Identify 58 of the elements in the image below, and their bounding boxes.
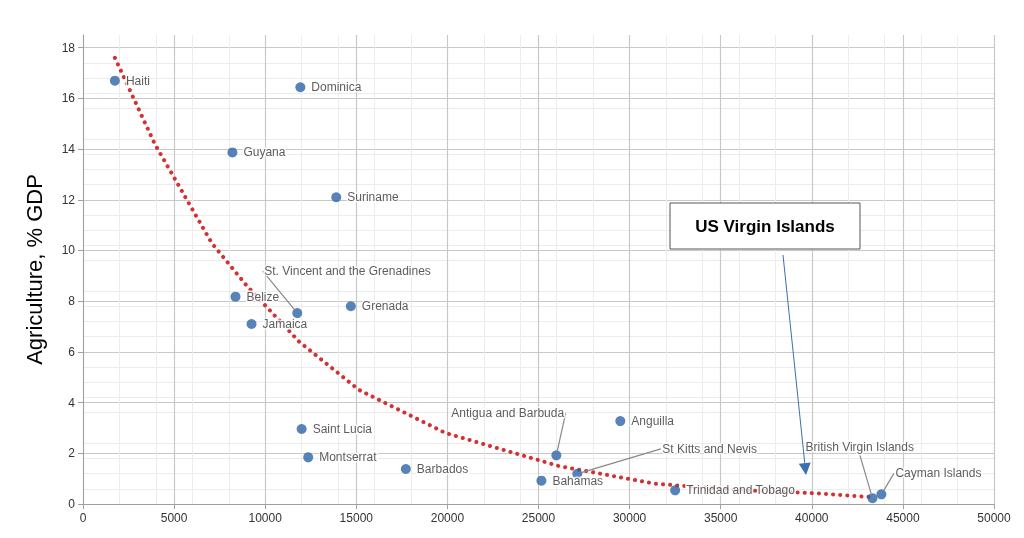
x-tick-label: 10000 [248,511,283,525]
y-tick-label: 18 [61,40,76,55]
point [230,291,241,302]
y-tick-label: 8 [68,294,76,309]
x-tick-label: 5000 [160,511,188,525]
data-label: Suriname [347,190,399,205]
data-label: Bahamas [552,473,604,488]
y-tick-label: 14 [61,142,76,157]
point [536,475,547,486]
data-label: Saint Lucia [312,421,373,436]
data-label: Jamaica [262,317,308,332]
point [876,489,887,500]
data-label: Belize [246,289,280,304]
point [292,308,303,319]
point [331,192,342,203]
data-label: St Kitts and Nevis [662,441,758,456]
point [400,464,411,475]
data-label: Haiti [125,73,150,88]
point [227,147,238,158]
x-tick-label: 25000 [521,511,556,525]
annotation: US Virgin Islands [695,216,835,236]
y-axis-title: Agriculture, % GDP [21,174,47,365]
data-label: Dominica [311,80,362,95]
y-tick-label: 10 [61,243,76,258]
point [109,75,120,86]
x-tick-label: 40000 [795,511,829,525]
data-label: Grenada [361,299,409,314]
x-tick-label: 30000 [612,511,647,525]
point [303,452,314,463]
y-tick-label: 12 [61,192,76,207]
point [867,493,878,504]
point [295,82,306,93]
point [296,423,307,434]
y-tick-label: 16 [61,91,76,106]
data-label: Barbados [416,462,469,477]
y-tick-label: 2 [68,446,76,461]
data-label: Anguilla [631,414,675,429]
point [345,301,356,312]
data-label: St. Vincent and the Grenadines [264,264,431,279]
data-label: Montserrat [319,450,378,465]
data-label: Cayman Islands [895,466,982,481]
x-tick-label: 45000 [886,511,920,525]
point [670,485,681,496]
x-tick-label: 15000 [339,511,374,525]
data-label: British Virgin Islands [805,440,914,455]
data-label: Guyana [243,145,286,160]
point [551,450,562,461]
y-tick-label: 6 [68,344,76,359]
y-tick-label: 0 [68,497,76,511]
data-label: Trinidad and Tobago [686,483,796,498]
data-label: Antigua and Barbuda [451,406,565,421]
x-tick-label: 20000 [430,511,465,525]
point [615,416,626,427]
x-tick-label: 35000 [704,511,738,525]
y-tick-label: 4 [68,395,76,410]
point [246,319,257,329]
x-tick-label: 0 [79,511,87,525]
x-tick-label: 50000 [977,511,1012,525]
